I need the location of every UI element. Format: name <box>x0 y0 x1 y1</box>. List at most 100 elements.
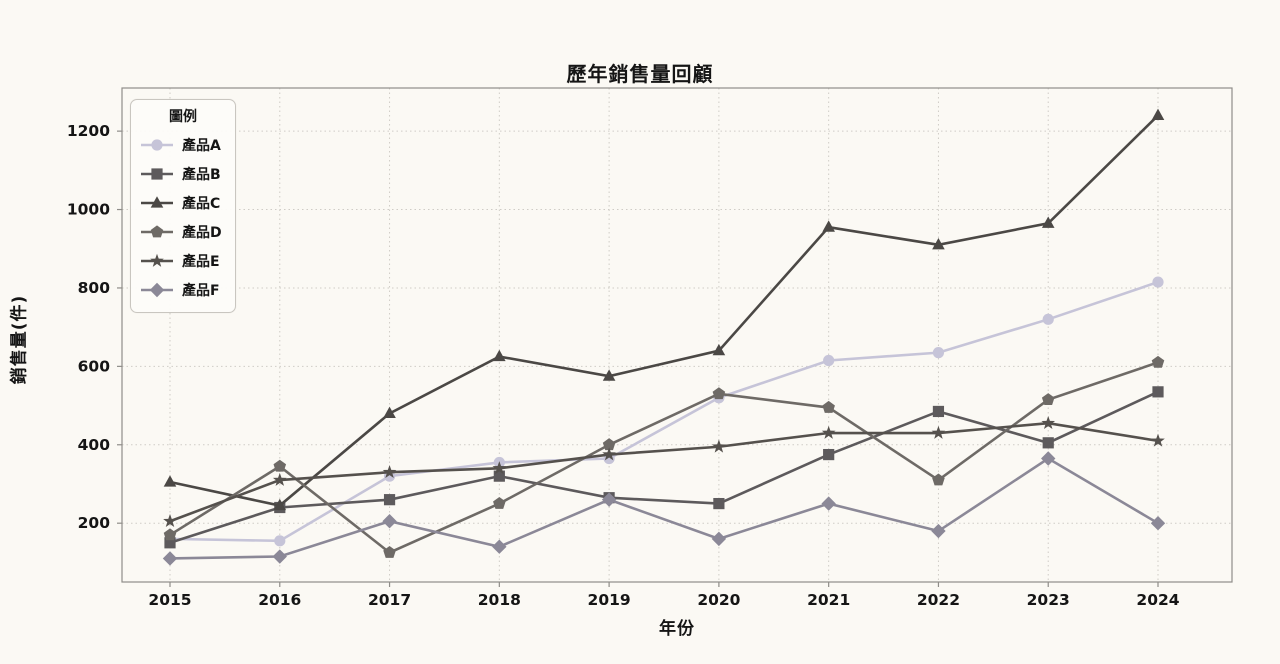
pentagon-marker <box>712 387 726 400</box>
star-marker <box>1151 433 1165 447</box>
series-產品E <box>163 416 1165 528</box>
triangle-marker <box>383 406 396 419</box>
diamond-marker <box>492 539 507 554</box>
star-marker <box>163 514 177 528</box>
triangle-marker <box>822 220 835 232</box>
legend-marker-sample <box>141 195 173 208</box>
series-line <box>169 456 1159 560</box>
diamond-marker <box>821 496 836 511</box>
triangle-marker <box>602 369 616 381</box>
circle-marker <box>823 354 835 367</box>
triangle-marker <box>932 238 945 250</box>
diamond-marker <box>162 551 178 566</box>
legend-label: 產品D <box>182 224 222 241</box>
triangle-marker <box>150 195 164 208</box>
legend-item-1: 產品B <box>139 159 227 188</box>
diamond-marker <box>931 523 946 539</box>
legend-marker-sample <box>141 167 173 180</box>
star-marker <box>272 472 287 486</box>
legend-items: 產品A 產品B 產品C 產品D 產品E 產品F <box>139 130 227 304</box>
legend-label: 產品B <box>182 166 221 183</box>
star-marker <box>492 461 507 475</box>
square-marker <box>1042 437 1054 449</box>
x-tick-label: 2018 <box>478 591 521 609</box>
legend-item-4: 產品E <box>139 246 227 275</box>
y-tick-label: 400 <box>78 436 111 454</box>
star-marker <box>382 465 397 479</box>
triangle-marker <box>493 349 506 362</box>
legend-title: 圖例 <box>169 109 197 125</box>
circle-marker <box>151 138 163 151</box>
star-marker <box>712 439 726 453</box>
y-tick-label: 600 <box>78 357 111 375</box>
y-tick-label: 1000 <box>67 201 110 219</box>
series-產品B <box>164 386 1164 549</box>
chart-title: 歷年銷售量回顧 <box>566 62 714 86</box>
pentagon-marker <box>1041 393 1055 406</box>
x-axis-label: 年份 <box>659 619 695 639</box>
legend-item-5: 產品F <box>139 275 227 304</box>
pentagon-marker <box>822 400 835 413</box>
legend-label: 產品C <box>182 195 221 212</box>
diamond-marker <box>711 531 727 547</box>
series-line <box>169 280 1159 543</box>
x-tick-label: 2023 <box>1027 591 1070 609</box>
series-line <box>169 114 1159 507</box>
square-marker <box>164 537 176 549</box>
star-marker <box>931 425 946 439</box>
star-marker <box>1041 416 1056 430</box>
x-tick-label: 2022 <box>917 591 960 609</box>
triangle-marker <box>163 475 177 487</box>
x-tick-label: 2016 <box>258 591 301 609</box>
legend-label: 產品E <box>182 253 220 270</box>
legend-label: 產品A <box>182 137 221 154</box>
star-marker <box>150 253 164 267</box>
x-tick-label: 2024 <box>1136 591 1179 609</box>
diamond-marker <box>1150 515 1166 531</box>
y-tick-label: 1200 <box>67 122 110 140</box>
legend-marker-sample <box>141 224 173 237</box>
square-marker <box>823 448 835 461</box>
circle-marker <box>1152 276 1164 288</box>
x-tick-label: 2017 <box>368 591 411 609</box>
circle-marker <box>932 347 945 359</box>
legend: 圖例 產品A 產品B 產品C 產品D 產品E 產品F <box>130 99 236 313</box>
pentagon-marker <box>150 224 164 237</box>
legend-marker-sample <box>141 282 173 297</box>
pentagon-marker <box>1151 355 1165 368</box>
triangle-marker <box>1151 108 1165 121</box>
legend-marker-sample <box>141 253 173 267</box>
series-line <box>169 421 1159 523</box>
x-tick-label: 2015 <box>148 591 191 609</box>
pentagon-marker <box>383 545 396 558</box>
plot-box <box>121 87 1233 583</box>
square-marker <box>493 470 505 482</box>
diamond-marker <box>1041 451 1056 466</box>
series-產品F <box>162 451 1166 566</box>
square-marker <box>151 167 163 180</box>
triangle-marker <box>712 343 726 356</box>
series-line <box>169 361 1159 555</box>
diamond-marker <box>149 282 165 297</box>
square-marker <box>932 405 945 418</box>
pentagon-marker <box>602 438 616 451</box>
series-產品D <box>163 355 1165 558</box>
legend-label: 產品F <box>182 282 220 299</box>
pentagon-marker <box>493 496 506 509</box>
diamond-marker <box>382 514 397 529</box>
square-marker <box>383 494 396 506</box>
triangle-marker <box>273 498 287 511</box>
pentagon-marker <box>163 528 177 541</box>
star-marker <box>821 425 836 439</box>
square-marker <box>1152 386 1164 398</box>
series-產品C <box>163 108 1165 511</box>
square-marker <box>713 497 725 510</box>
star-marker <box>602 447 616 461</box>
circle-marker <box>1042 313 1054 325</box>
x-tick-label: 2019 <box>588 591 631 609</box>
x-tick-label: 2020 <box>697 591 740 609</box>
diamond-marker <box>272 549 287 564</box>
circle-marker <box>274 535 286 547</box>
